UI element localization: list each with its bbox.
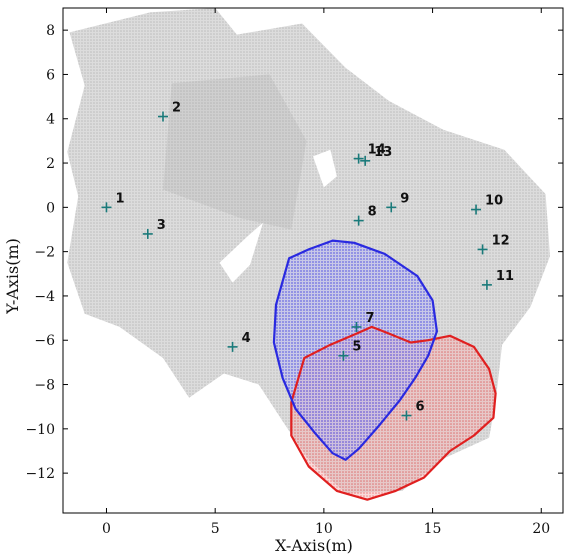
x-tick-label: 20	[532, 521, 550, 537]
marker-label: 8	[368, 205, 377, 220]
y-tick-label: −12	[25, 466, 55, 482]
position-marker: 14	[353, 143, 386, 164]
position-marker: 10	[471, 194, 503, 215]
marker-label: 12	[492, 233, 510, 248]
position-marker: 13	[360, 145, 392, 166]
marker-label: 10	[485, 194, 503, 209]
dense-map-area	[163, 74, 307, 230]
position-marker: 11	[481, 269, 514, 290]
position-marker: 6	[401, 400, 425, 421]
marker-label: 5	[352, 340, 361, 355]
marker-label: 6	[415, 400, 424, 415]
marker-label: 3	[157, 218, 166, 233]
x-tick-label: 0	[102, 521, 111, 537]
marker-label: 4	[242, 331, 251, 346]
region-overlays	[272, 239, 497, 501]
position-marker: 9	[386, 191, 409, 213]
plot-frame	[62, 7, 564, 514]
marker-label: 2	[172, 101, 181, 116]
marker-label: 13	[374, 145, 392, 160]
x-tick-label: 5	[211, 521, 220, 537]
blue-region-outline	[272, 239, 438, 461]
y-tick-label: −2	[34, 245, 55, 261]
y-tick-label: 0	[46, 200, 55, 216]
y-tick-label: −10	[25, 422, 55, 438]
y-tick-label: 8	[46, 23, 55, 39]
red-region-outline	[290, 325, 497, 501]
y-tick-label: 4	[46, 112, 55, 128]
y-tick-label: 6	[46, 67, 55, 83]
y-tick-label: 2	[46, 156, 55, 172]
position-marker: 5	[338, 340, 361, 361]
x-axis-label: X-Axis(m)	[275, 536, 353, 555]
position-marker: 2	[158, 101, 181, 122]
y-tick-label: −4	[34, 289, 55, 305]
marker-label: 7	[365, 311, 374, 326]
position-marker: 12	[477, 233, 510, 255]
y-tick-label: −8	[34, 378, 55, 394]
position-marker: 4	[227, 331, 251, 352]
position-marker: 8	[353, 205, 377, 226]
position-marker: 1	[101, 191, 125, 213]
marker-label: 14	[368, 143, 386, 158]
marker-label: 1	[115, 191, 124, 206]
y-tick-label: −6	[34, 333, 55, 349]
y-axis-label: Y-Axis(m)	[3, 238, 22, 315]
marker-label: 11	[496, 269, 514, 284]
position-marker: 7	[351, 311, 375, 332]
position-marker: 3	[142, 218, 166, 239]
blue-region-fill	[273, 240, 437, 460]
marker-label: 9	[400, 191, 409, 206]
x-tick-label: 10	[315, 521, 333, 537]
x-tick-label: 15	[424, 521, 442, 537]
